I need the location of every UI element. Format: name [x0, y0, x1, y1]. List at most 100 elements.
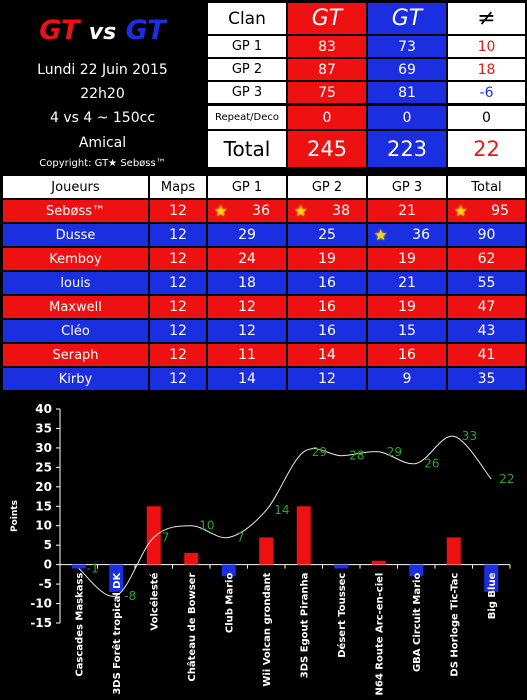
player-gp2: 25 [288, 224, 366, 246]
player-cell-value: 24 [238, 251, 256, 267]
player-cell-value: 25 [318, 227, 336, 243]
player-gp3: 16 [368, 344, 446, 366]
player-gp1: 12 [208, 320, 286, 342]
player-cell-value: 12 [169, 203, 187, 219]
score-row-team-b: 73 [368, 36, 446, 57]
x-category-label: 3DS Egout Piranha [300, 573, 311, 679]
y-tick-label: 5 [44, 538, 52, 552]
bar [221, 564, 236, 577]
line-data-label: 29 [387, 445, 402, 459]
player-gp3: 15 [368, 320, 446, 342]
line-data-label: 14 [274, 503, 289, 517]
player-maps: 12 [150, 200, 206, 222]
score-row-team-b: 69 [368, 59, 446, 80]
players-header-maps: Maps [150, 176, 206, 198]
line-data-label: -1 [87, 562, 99, 576]
x-category-label: GBA Circuit Mario [412, 573, 423, 673]
player-cell-value: 16 [398, 347, 416, 363]
player-cell-value: Kemboy [49, 251, 102, 267]
x-category-label: N64 Route Arc-en-ciel [375, 573, 386, 696]
line-data-label: 10 [199, 519, 214, 533]
player-cell-value: 19 [398, 251, 416, 267]
player-cell-value: 14 [318, 347, 336, 363]
player-cell-value: 19 [398, 299, 416, 315]
player-name: Cléo [3, 320, 148, 342]
player-cell-value: 35 [477, 371, 496, 387]
player-cell-value: 12 [169, 323, 187, 339]
bar [146, 506, 161, 565]
players-header-gp1: GP 1 [208, 176, 286, 198]
player-name: Kirby [3, 368, 148, 390]
player-total: 43 [448, 320, 525, 342]
player-gp2: 12 [288, 368, 366, 390]
players-header-total: Total [448, 176, 525, 198]
y-tick-label: -10 [30, 597, 52, 611]
players-header-gp2: GP 2 [288, 176, 366, 198]
x-category-label: Désert Toussec [336, 573, 348, 658]
player-cell-value: 16 [318, 323, 336, 339]
score-row-team-a: 83 [288, 36, 366, 57]
player-name: louis [3, 272, 148, 294]
player-gp2: 14 [288, 344, 366, 366]
score-row-team-a: 75 [288, 82, 366, 103]
player-cell-value: 12 [238, 323, 256, 339]
players-header-gp3: GP 3 [368, 176, 446, 198]
bar [484, 564, 499, 592]
player-cell-value: 41 [477, 347, 496, 363]
x-category-label: Volcélesté [149, 572, 161, 630]
player-cell-value: 16 [318, 299, 336, 315]
player-gp3: 21 [368, 272, 446, 294]
x-category-label: Club Mario [225, 573, 236, 634]
y-tick-label: 35 [35, 421, 52, 435]
y-tick-label: 15 [35, 499, 52, 513]
player-gp1: ★ 36 [208, 200, 286, 222]
player-gp2: 16 [288, 272, 366, 294]
score-row-team-b: 81 [368, 82, 446, 103]
player-cell-value: 12 [318, 371, 336, 387]
player-cell-value: 16 [318, 275, 336, 291]
player-cell-value: louis [60, 275, 91, 291]
player-cell-value: 43 [477, 323, 496, 339]
player-cell-value: 12 [169, 347, 187, 363]
score-row-diff: 18 [448, 59, 525, 80]
vs-label: vs [88, 20, 117, 45]
bar [109, 564, 124, 592]
player-cell-value: 12 [169, 251, 187, 267]
bar [334, 564, 349, 569]
line-data-label: 7 [162, 530, 170, 544]
star-icon: ★ [454, 202, 468, 220]
score-row-diff: 10 [448, 36, 525, 57]
player-total: 35 [448, 368, 525, 390]
line-data-label: -8 [124, 589, 136, 603]
player-total: 62 [448, 248, 525, 270]
players-header-players: Joueurs [3, 176, 148, 198]
player-gp2: 16 [288, 320, 366, 342]
player-maps: 12 [150, 320, 206, 342]
score-row-label: GP 1 [208, 36, 286, 57]
bar [371, 560, 386, 565]
player-cell-value: 12 [169, 275, 187, 291]
score-row-label: GP 2 [208, 59, 286, 80]
player-cell-value: 15 [398, 323, 416, 339]
player-gp3: ★ 36 [368, 224, 446, 246]
player-cell-value: 12 [169, 299, 187, 315]
bar [446, 537, 461, 565]
player-gp2: 16 [288, 296, 366, 318]
player-cell-value: 55 [477, 275, 496, 291]
player-gp1: 24 [208, 248, 286, 270]
player-cell-value: 21 [398, 275, 416, 291]
cumulative-line [78, 435, 492, 597]
match-format: 4 vs 4 ~ 150cc [49, 110, 156, 126]
line-data-label: 22 [499, 472, 514, 486]
star-icon: ★ [294, 202, 308, 220]
player-cell-value: Cléo [61, 323, 90, 339]
player-gp3: 19 [368, 296, 446, 318]
player-cell-value: Sebøss™ [45, 203, 105, 219]
y-tick-label: -5 [39, 577, 52, 591]
score-row-team-b: 0 [368, 106, 446, 129]
player-cell-value: 18 [238, 275, 256, 291]
x-category-label: Wii Volcan grondant [262, 572, 273, 686]
player-total: ★ 95 [448, 200, 525, 222]
match-time: 22h20 [80, 86, 125, 102]
score-row-label: GP 3 [208, 82, 286, 103]
